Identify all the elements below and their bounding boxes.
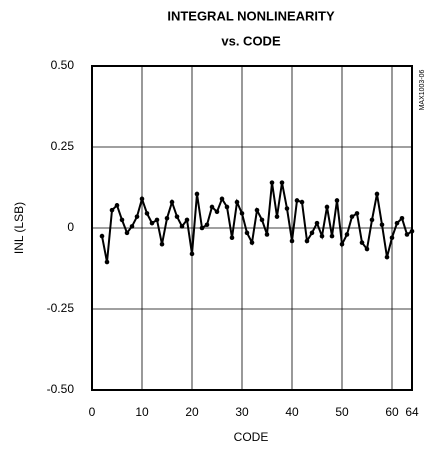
y-tick-label: 0 [67, 220, 74, 234]
data-point [114, 203, 120, 208]
data-point [204, 222, 210, 228]
x-tick-label: 60 [385, 405, 399, 419]
data-point [189, 251, 195, 257]
y-tick-label: 0.25 [51, 139, 75, 153]
data-point [229, 235, 235, 241]
data-point [249, 240, 255, 245]
data-point [404, 232, 410, 237]
data-point [344, 232, 350, 237]
data-point [349, 214, 355, 219]
data-point [389, 235, 395, 241]
data-point [239, 211, 245, 216]
data-point [284, 206, 290, 211]
data-point [224, 204, 230, 210]
data-point [99, 233, 105, 239]
data-point [294, 198, 300, 203]
x-tick-label: 10 [135, 405, 149, 419]
data-point [409, 228, 415, 234]
plot-frame [91, 65, 413, 391]
x-tick-label: 40 [285, 405, 299, 419]
data-point [269, 180, 275, 185]
data-point [374, 191, 380, 197]
data-point [139, 196, 145, 202]
data-point [119, 217, 125, 223]
chart-subtitle: vs. CODE [221, 33, 281, 48]
data-point [174, 214, 180, 219]
data-point [214, 209, 220, 215]
x-tick-label: 64 [405, 405, 419, 419]
data-point [274, 214, 280, 219]
data-point [364, 246, 370, 252]
data-point [219, 196, 225, 202]
data-point [314, 220, 320, 226]
data-point [329, 233, 335, 239]
data-point [164, 215, 170, 221]
data-point [194, 191, 200, 197]
data-point [369, 217, 375, 223]
data-point [154, 217, 160, 223]
data-point [199, 225, 205, 231]
data-point [359, 240, 365, 245]
data-point [104, 259, 110, 265]
data-point [379, 222, 385, 228]
data-point [109, 207, 115, 213]
data-point [254, 207, 260, 213]
data-point [264, 232, 270, 237]
data-point [354, 211, 360, 216]
data-point [209, 204, 215, 210]
x-tick-label: 20 [185, 405, 199, 419]
figure-note: MAX1003-06 [419, 69, 426, 110]
data-point [339, 241, 345, 247]
data-point [399, 215, 405, 221]
data-point [324, 204, 330, 210]
x-axis-label: CODE [234, 430, 269, 444]
data-point [334, 198, 340, 203]
data-point [234, 199, 240, 205]
data-point [179, 224, 185, 229]
data-point [384, 254, 390, 260]
data-point [134, 214, 140, 219]
y-tick-label: -0.25 [47, 301, 75, 315]
x-tick-label: 0 [89, 405, 96, 419]
data-point [144, 211, 150, 216]
data-point [129, 224, 135, 229]
data-point [244, 230, 250, 236]
chart-title: INTEGRAL NONLINEARITY [167, 8, 335, 23]
data-point [289, 238, 295, 244]
data-point [149, 220, 155, 226]
data-point [184, 217, 190, 223]
data-point [279, 180, 285, 185]
data-point [259, 217, 265, 223]
data-point [124, 230, 130, 236]
data-point [159, 241, 165, 247]
data-point [299, 199, 305, 205]
x-tick-label: 50 [335, 405, 349, 419]
data-point [394, 220, 400, 226]
x-tick-label: 30 [235, 405, 249, 419]
y-tick-label: -0.50 [47, 382, 75, 396]
y-tick-label: 0.50 [51, 58, 75, 72]
data-point [304, 238, 310, 244]
data-point [169, 199, 175, 205]
y-axis-label: INL (LSB) [12, 202, 26, 254]
data-point [309, 230, 315, 236]
data-point [319, 233, 325, 239]
